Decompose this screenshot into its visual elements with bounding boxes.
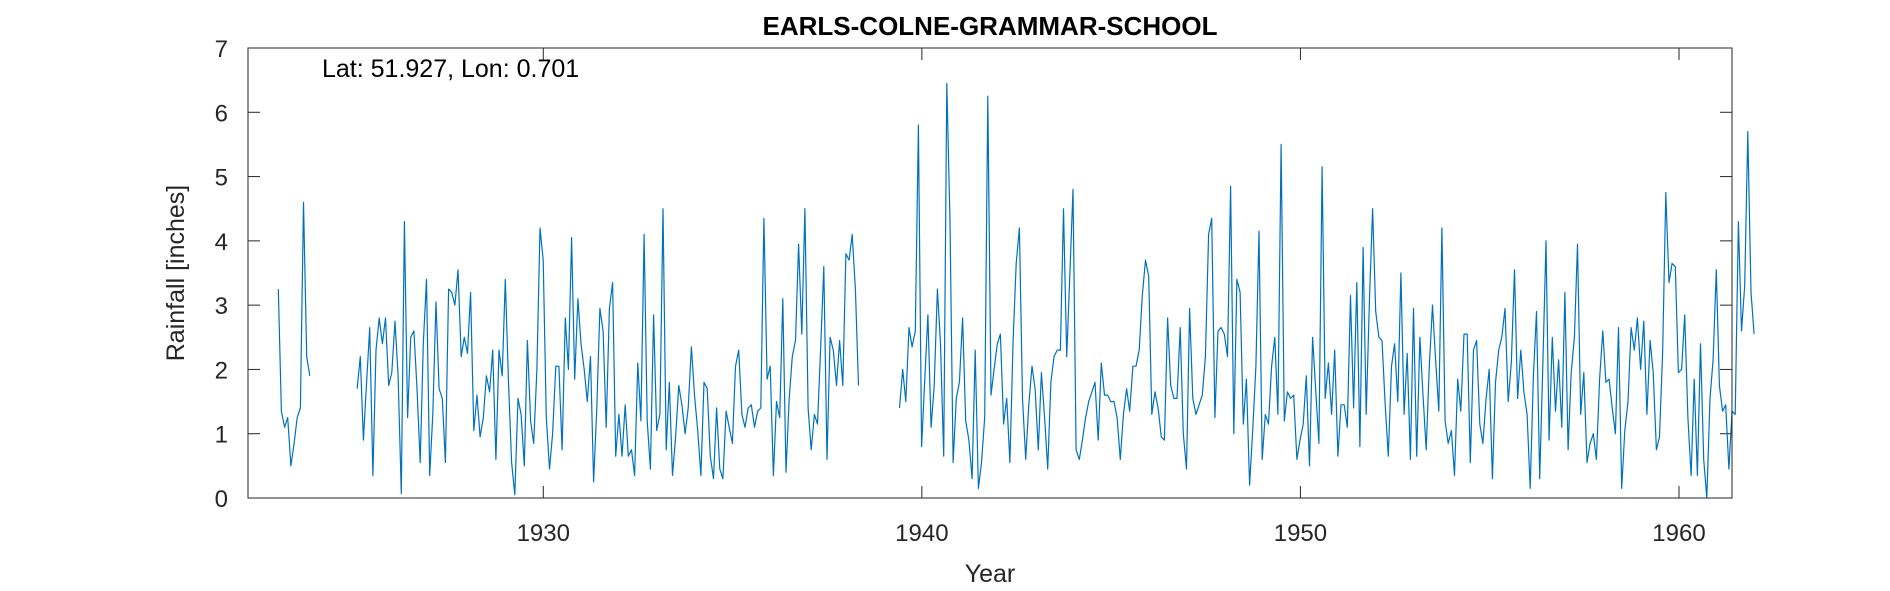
x-axis-label: Year xyxy=(965,560,1016,588)
y-axis-label: Rainfall [inches] xyxy=(162,185,190,361)
x-tick-label: 1960 xyxy=(1652,520,1705,547)
y-tick-label: 3 xyxy=(215,293,228,320)
x-tick-label: 1950 xyxy=(1274,520,1327,547)
x-tick-label: 1940 xyxy=(895,520,948,547)
rainfall-series-line xyxy=(277,201,311,467)
y-tick-label: 4 xyxy=(215,229,228,256)
y-tick-label: 5 xyxy=(215,165,228,192)
y-tick-label: 6 xyxy=(215,100,228,127)
y-tick-label: 7 xyxy=(215,36,228,63)
chart-title: EARLS-COLNE-GRAMMAR-SCHOOL xyxy=(763,11,1218,41)
y-tick-label: 1 xyxy=(215,422,228,449)
y-tick-label: 2 xyxy=(215,357,228,384)
location-annotation: Lat: 51.927, Lon: 0.701 xyxy=(322,55,579,83)
y-tick-labels: 0 1 2 3 4 5 6 7 xyxy=(215,36,228,513)
x-tick-labels: 1930 1940 1950 1960 xyxy=(517,520,1706,547)
plot-frame xyxy=(247,47,1733,499)
rainfall-series-line xyxy=(356,208,860,496)
y-tick-label: 0 xyxy=(215,486,228,513)
rainfall-series-line xyxy=(898,82,1755,499)
x-tick-label: 1930 xyxy=(517,520,570,547)
